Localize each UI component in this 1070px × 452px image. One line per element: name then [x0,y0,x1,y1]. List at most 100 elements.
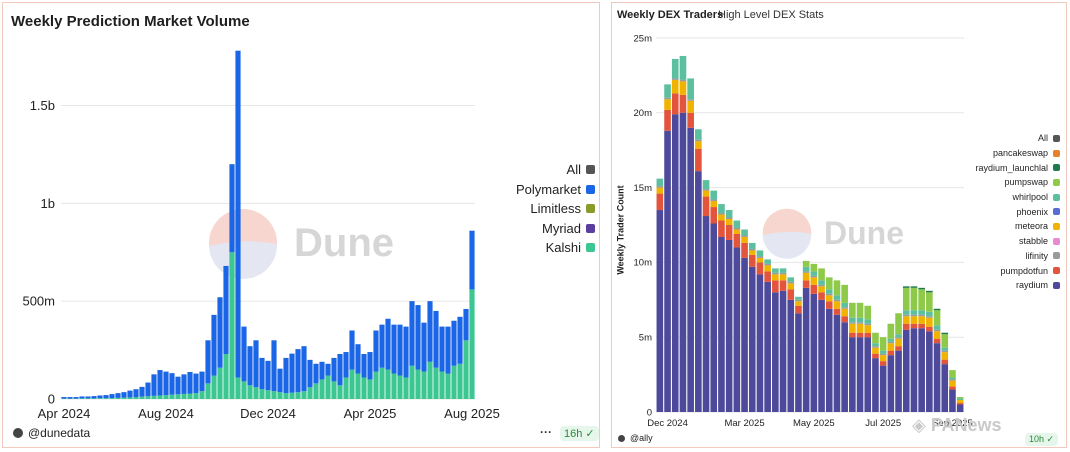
bar-segment-kalshi[interactable] [265,390,271,399]
bar-segment-kalshi[interactable] [217,367,223,399]
bar-segment-pumpdotfun[interactable] [910,323,918,329]
bar-segment-pumpdotfun[interactable] [687,112,694,128]
bar-segment-raydium[interactable] [872,358,879,412]
bar-segment-meteora[interactable] [825,295,833,302]
bar-segment-pumpdotfun[interactable] [733,233,741,248]
bar-segment-kalshi[interactable] [193,393,199,399]
bar-segment-whirlpool[interactable] [864,319,872,324]
bar-segment-meteora[interactable] [956,400,964,404]
bar-segment-polymarket[interactable] [199,371,205,392]
bar-segment-whirlpool[interactable] [710,190,718,200]
legend-item-kalshi[interactable]: Kalshi [516,238,595,258]
bar-segment-pumpdotfun[interactable] [710,207,718,224]
bar-segment-polymarket[interactable] [367,352,373,380]
bar-segment-kalshi[interactable] [259,389,265,399]
legend-item-phoenix[interactable]: phoenix [975,204,1060,219]
bar-segment-lifinity[interactable] [833,299,841,302]
bar-segment-raydium[interactable] [856,337,864,412]
bar-segment-meteora[interactable] [810,277,818,285]
bar-segment-raydium[interactable] [764,281,771,412]
bar-segment-whirlpool[interactable] [841,302,848,308]
bar-segment-polymarket[interactable] [223,265,229,354]
bar-segment-pumpswap[interactable] [933,310,941,326]
bar-segment-raydium[interactable] [779,290,787,412]
bar-segment-lifinity[interactable] [795,299,802,302]
bar-segment-polymarket[interactable] [85,396,91,399]
bar-segment-raydium[interactable] [718,236,725,412]
bar-segment-kalshi[interactable] [391,373,397,399]
bar-segment-polymarket[interactable] [91,396,97,399]
bar-segment-polymarket[interactable] [295,349,301,393]
bar-segment-kalshi[interactable] [415,369,421,399]
bar-segment-whirlpool[interactable] [733,220,741,228]
bar-segment-raydium[interactable] [833,314,841,412]
bar-segment-pumpswap[interactable] [849,302,856,318]
legend-item-myriad[interactable]: Myriad [516,219,595,239]
bar-segment-polymarket[interactable] [397,324,403,376]
bar-segment-raydium[interactable] [748,266,756,412]
bar-segment-kalshi[interactable] [385,369,391,399]
bar-segment-raydium[interactable] [787,299,795,412]
bar-segment-lifinity[interactable] [756,256,764,258]
bar-segment-polymarket[interactable] [151,374,157,396]
bar-segment-whirlpool[interactable] [949,377,956,380]
bar-segment-whirlpool[interactable] [849,317,856,323]
bar-segment-polymarket[interactable] [313,363,319,384]
footer-username[interactable]: @ally [630,433,653,443]
bar-segment-whirlpool[interactable] [918,310,925,315]
bar-segment-pumpdotfun[interactable] [949,386,956,390]
bar-segment-kalshi[interactable] [121,397,127,399]
bar-segment-meteora[interactable] [679,81,687,95]
bar-segment-raydium[interactable] [841,322,848,412]
bar-segment-meteora[interactable] [656,187,664,194]
bar-segment-lifinity[interactable] [687,99,694,101]
bar-segment-raydium[interactable] [810,293,818,412]
legend-item-polymarket[interactable]: Polymarket [516,180,595,200]
bar-segment-whirlpool[interactable] [910,310,918,315]
bar-segment-raydium[interactable] [733,247,741,412]
bar-segment-raydium-launchlal[interactable] [933,308,941,311]
bar-segment-polymarket[interactable] [325,363,331,376]
bar-segment-pumpdotfun[interactable] [802,280,810,288]
bar-segment-lifinity[interactable] [656,186,664,188]
bar-segment-pumpdotfun[interactable] [956,403,964,405]
bar-segment-lifinity[interactable] [941,350,949,353]
bar-segment-pumpswap[interactable] [895,313,902,335]
bar-segment-kalshi[interactable] [79,398,85,399]
bar-segment-lifinity[interactable] [918,314,925,317]
bar-segment-whirlpool[interactable] [895,334,902,338]
bar-segment-polymarket[interactable] [319,361,325,380]
bar-segment-lifinity[interactable] [679,79,687,82]
bar-segment-kalshi[interactable] [91,398,97,399]
bar-segment-raydium[interactable] [671,114,679,413]
legend-item-whirlpool[interactable]: whirlpool [975,190,1060,205]
bar-segment-kalshi[interactable] [157,395,163,399]
bar-segment-pumpswap[interactable] [864,305,872,320]
bar-segment-pumpdotfun[interactable] [895,346,902,351]
bar-segment-kalshi[interactable] [421,371,427,399]
bar-segment-kalshi[interactable] [361,377,367,399]
bar-segment-meteora[interactable] [795,301,802,306]
bar-segment-pumpdotfun[interactable] [879,361,887,366]
bar-segment-kalshi[interactable] [169,394,175,399]
bar-segment-polymarket[interactable] [121,392,127,398]
bar-segment-polymarket[interactable] [355,344,361,374]
bar-segment-polymarket[interactable] [169,373,175,395]
bar-segment-kalshi[interactable] [271,391,277,399]
bar-segment-whirlpool[interactable] [933,325,941,330]
bar-segment-polymarket[interactable] [337,353,343,386]
bar-segment-kalshi[interactable] [151,395,157,399]
bar-segment-kalshi[interactable] [439,371,445,399]
bar-segment-pumpdotfun[interactable] [787,289,795,300]
bar-segment-meteora[interactable] [695,141,702,149]
bar-segment-whirlpool[interactable] [748,242,756,249]
bar-segment-pumpswap[interactable] [887,323,895,339]
bar-segment-kalshi[interactable] [451,365,457,399]
bar-segment-meteora[interactable] [879,355,887,362]
bar-segment-polymarket[interactable] [187,371,193,394]
bar-segment-lifinity[interactable] [671,78,679,80]
bar-segment-lifinity[interactable] [764,263,771,266]
bar-segment-polymarket[interactable] [247,346,253,386]
bar-segment-raydium[interactable] [887,355,895,412]
bar-segment-raydium[interactable] [756,274,764,412]
